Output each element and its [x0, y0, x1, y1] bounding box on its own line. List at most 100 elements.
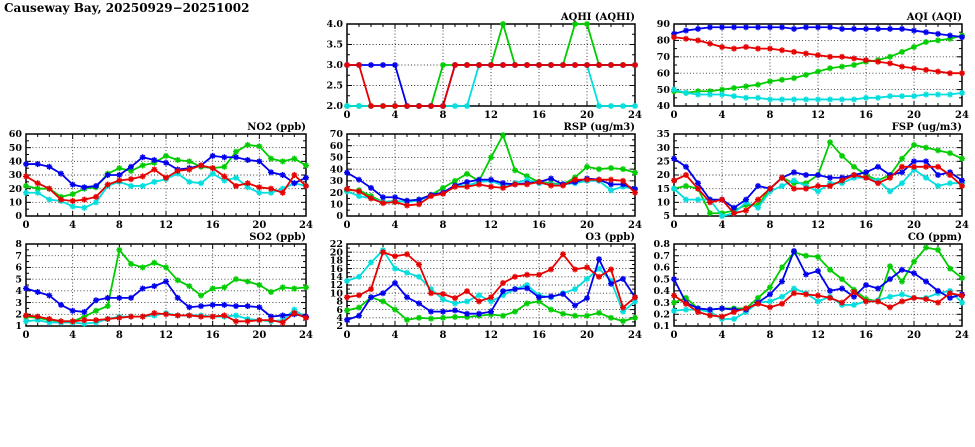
y-tick-label: 20 [330, 247, 344, 258]
chart-title: FSP (ug/m3) [892, 122, 962, 133]
y-tick-label: 60 [9, 129, 23, 140]
y-tick-label: 14 [330, 272, 344, 283]
y-tick-label: 2 [15, 309, 22, 320]
x-tick-label: 24 [628, 330, 642, 341]
chart-title: O3 (ppb) [585, 232, 635, 243]
series-red [344, 62, 638, 109]
y-tick-label: 60 [657, 68, 671, 79]
x-tick-label: 24 [628, 220, 642, 231]
y-tick-label: 90 [657, 19, 671, 30]
y-tick-label: 0.3 [653, 298, 670, 309]
x-tick-label: 4 [392, 220, 399, 231]
y-tick-label: 20 [657, 170, 671, 181]
x-tick-label: 12 [484, 110, 498, 121]
x-tick-label: 0 [671, 110, 678, 121]
y-tick-label: 10 [330, 199, 344, 210]
x-tick-label: 0 [23, 330, 30, 341]
y-tick-label: 40 [657, 101, 671, 112]
x-tick-label: 0 [671, 220, 678, 231]
series-blue [23, 278, 309, 320]
y-tick-label: 3.0 [326, 60, 343, 71]
y-tick-label: 0.7 [653, 251, 670, 262]
y-tick-label: 0 [15, 211, 22, 222]
x-tick-label: 8 [440, 330, 447, 341]
x-tick-label: 20 [907, 220, 921, 231]
x-tick-label: 12 [811, 110, 825, 121]
y-tick-label: 70 [330, 129, 344, 140]
x-tick-label: 12 [811, 330, 825, 341]
series-red [671, 289, 965, 320]
y-tick-label: 4 [15, 286, 22, 297]
x-tick-label: 20 [580, 220, 594, 231]
x-tick-label: 20 [907, 330, 921, 341]
y-tick-label: 8 [336, 297, 343, 308]
x-tick-label: 20 [580, 110, 594, 121]
x-tick-label: 24 [299, 330, 313, 341]
chart-fsp: 5 10 15 20 25 30 35 0 4 8 12 16 20 24 FSP (ug/m3) [657, 122, 969, 231]
x-tick-label: 0 [23, 220, 30, 231]
y-tick-label: 5 [663, 211, 670, 222]
y-tick-label: 3.5 [326, 40, 343, 51]
page-title: Causeway Bay, 20250929−20251002 [4, 1, 250, 15]
series-blue [344, 256, 638, 323]
y-tick-label: 7 [15, 251, 22, 262]
y-tick-label: 0.2 [653, 309, 670, 320]
x-tick-label: 16 [859, 110, 873, 121]
x-tick-label: 16 [206, 330, 220, 341]
chart-title: AQI (AQI) [906, 12, 962, 23]
y-tick-label: 12 [330, 280, 343, 291]
x-tick-label: 24 [628, 110, 642, 121]
x-tick-label: 16 [532, 220, 546, 231]
x-tick-label: 0 [344, 110, 351, 121]
chart-title: SO2 (ppb) [249, 232, 306, 243]
y-tick-label: 4.0 [326, 19, 343, 30]
series-green [671, 32, 965, 96]
x-tick-label: 4 [719, 330, 726, 341]
chart-title: CO (ppm) [908, 232, 962, 243]
y-tick-label: 0.1 [653, 321, 670, 332]
series-red [344, 249, 638, 311]
x-tick-label: 12 [811, 220, 825, 231]
x-tick-label: 20 [907, 110, 921, 121]
x-tick-label: 8 [767, 330, 774, 341]
x-tick-label: 8 [767, 110, 774, 121]
x-tick-label: 16 [206, 220, 220, 231]
x-tick-label: 0 [344, 220, 351, 231]
x-tick-label: 20 [252, 220, 266, 231]
series-cyan [671, 86, 965, 103]
y-tick-label: 0.6 [653, 263, 670, 274]
y-tick-label: 18 [330, 256, 344, 267]
chart-title: NO2 (ppb) [247, 122, 306, 133]
y-tick-label: 50 [657, 85, 671, 96]
series-red [671, 34, 965, 77]
y-tick-label: 35 [657, 129, 670, 140]
y-tick-label: 4 [336, 313, 343, 324]
x-tick-label: 24 [955, 110, 969, 121]
chart-title: RSP (ug/m3) [564, 122, 635, 133]
y-tick-label: 1 [15, 321, 22, 332]
y-tick-label: 10 [9, 198, 23, 209]
y-tick-label: 60 [330, 141, 344, 152]
x-tick-label: 12 [159, 330, 173, 341]
x-tick-label: 8 [116, 220, 123, 231]
chart-aqi: 40 50 60 70 80 90 0 4 8 12 16 20 24 AQI (AQI) [657, 12, 969, 121]
y-tick-label: 0.8 [653, 239, 670, 250]
y-tick-label: 5 [15, 274, 22, 285]
chart-aqhi: 2.0 2.5 3.0 3.5 4.0 0 4 8 12 16 20 24 AQHI (AQHI) [326, 12, 642, 121]
y-tick-label: 20 [9, 184, 23, 195]
x-tick-label: 16 [532, 110, 546, 121]
y-tick-label: 2.0 [326, 101, 343, 112]
y-tick-label: 40 [9, 157, 23, 168]
x-tick-label: 12 [484, 330, 498, 341]
x-tick-label: 8 [440, 220, 447, 231]
x-tick-label: 12 [484, 220, 498, 231]
y-tick-label: 8 [15, 239, 22, 250]
x-tick-label: 0 [344, 330, 351, 341]
chart-title: AQHI (AQHI) [560, 12, 635, 23]
y-tick-label: 6 [15, 263, 22, 274]
